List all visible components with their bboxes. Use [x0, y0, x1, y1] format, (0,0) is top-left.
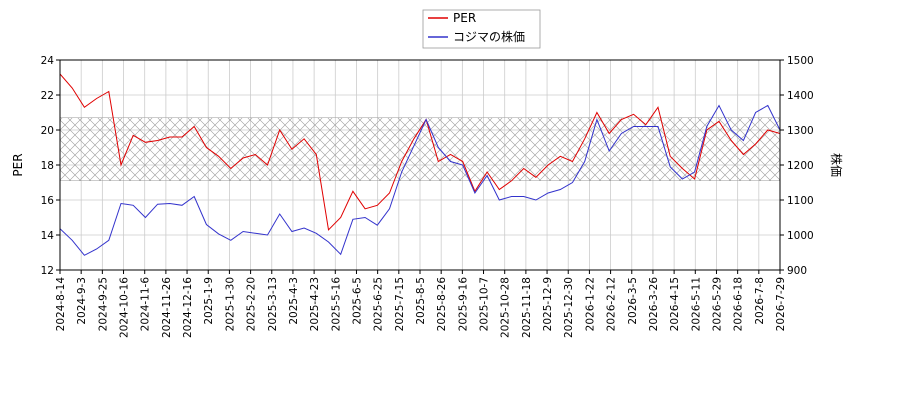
x-tick-label: 2024-9-3 [76, 277, 88, 325]
y-tick-label-right: 1400 [787, 90, 814, 102]
y-axis-label-left: PER [11, 153, 25, 176]
x-tick-label: 2024-9-25 [97, 277, 109, 331]
y-tick-label-left: 14 [41, 230, 55, 242]
x-tick-label: 2025-4-3 [288, 277, 300, 325]
x-tick-label: 2025-9-16 [457, 277, 469, 332]
y-ticks-right: 900 1000 1100 1200 1300 1400 1500 [780, 55, 814, 277]
y-tick-label-left: 12 [41, 265, 54, 277]
x-tick-label: 2025-8-26 [436, 277, 448, 332]
legend-box [422, 9, 541, 49]
x-tick-label: 2025-1-30 [224, 277, 236, 331]
x-tick-label: 2026-2-12 [606, 277, 618, 331]
x-tick-label: 2026-5-29 [711, 277, 723, 331]
y-ticks-left: 12 14 16 18 20 22 24 [41, 55, 60, 277]
x-tick-label: 2025-6-5 [351, 277, 363, 325]
range-band [59, 117, 781, 181]
x-tick-label: 2025-4-23 [309, 277, 321, 331]
x-tick-label: 2025-6-25 [373, 277, 385, 331]
x-tick-label: 2026-3-5 [627, 277, 639, 325]
y-tick-label-right: 900 [787, 265, 807, 277]
x-tick-label: 2026-4-15 [669, 277, 681, 331]
x-tick-label: 2025-11-18 [521, 277, 533, 338]
y-tick-label-right: 1100 [787, 195, 814, 207]
x-tick-label: 2024-10-16 [119, 277, 131, 338]
x-tick-label: 2025-8-5 [415, 277, 427, 325]
y-tick-label-left: 18 [41, 160, 54, 172]
x-ticks: 2024-8-14 2024-9-3 2024-9-25 2024-10-16 2024… [55, 270, 787, 338]
x-tick-label: 2025-2-20 [246, 277, 258, 331]
series-line-0 [60, 73, 780, 231]
x-tick-label: 2025-3-13 [267, 277, 279, 331]
x-tick-label: 2024-11-26 [161, 277, 173, 338]
y-tick-label-left: 22 [41, 90, 54, 102]
x-tick-label: 2026-7-29 [775, 277, 787, 331]
legend: PER コジマの株価 [422, 9, 541, 49]
x-tick-label: 2025-12-9 [542, 277, 554, 331]
x-tick-label: 2025-1-9 [203, 277, 215, 325]
x-tick-label: 2026-7-8 [754, 277, 766, 325]
y-tick-label-right: 1000 [787, 230, 814, 242]
x-tick-label: 2026-6-18 [733, 277, 745, 331]
y-tick-label-right: 1500 [787, 55, 814, 67]
x-tick-label: 2026-3-26 [648, 277, 660, 332]
y-tick-label-left: 24 [41, 55, 55, 67]
y-tick-label-right: 1200 [787, 160, 814, 172]
series-line-1 [60, 104, 780, 256]
x-tick-label: 2026-1-22 [584, 277, 596, 331]
x-tick-label: 2025-10-28 [500, 277, 512, 338]
x-tick-label: 2025-10-7 [479, 277, 491, 331]
legend-label-per: PER [453, 11, 476, 25]
y-tick-label-right: 1300 [787, 125, 814, 137]
y-tick-label-left: 16 [41, 195, 55, 207]
x-tick-label: 2024-11-6 [140, 277, 152, 332]
x-tick-label: 2025-7-15 [394, 277, 406, 331]
y-axis-label-right: 株価 [829, 153, 844, 177]
x-tick-label: 2025-5-16 [330, 277, 342, 332]
x-tick-label: 2024-8-14 [55, 277, 67, 332]
x-tick-label: 2024-12-16 [182, 277, 194, 338]
y-tick-label-left: 20 [41, 125, 54, 137]
legend-label-price: コジマの株価 [453, 29, 525, 44]
x-tick-label: 2026-5-11 [690, 277, 702, 331]
x-tick-label: 2025-12-30 [563, 277, 575, 338]
